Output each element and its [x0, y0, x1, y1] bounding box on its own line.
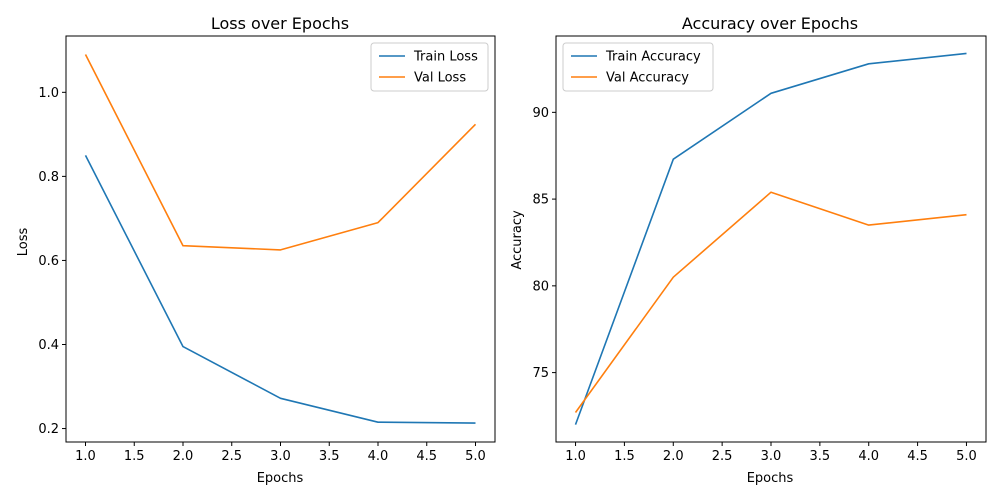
accuracy-ytick-label: 90: [532, 106, 549, 121]
loss-xtick-label: 3.5: [319, 449, 340, 464]
accuracy-chart-ylabel: Accuracy: [510, 210, 525, 270]
loss-xtick-label: 5.0: [465, 449, 486, 464]
loss-axes-frame: [65, 35, 496, 443]
loss-ytick-label: 0.6: [38, 254, 59, 269]
accuracy-chart-title: Accuracy over Epochs: [682, 14, 858, 33]
loss-chart-xlabel: Epochs: [257, 471, 304, 486]
loss-legend-box: [370, 42, 489, 92]
loss-legend-label-val-loss: Val Loss: [414, 71, 466, 86]
accuracy-xtick-label: 2.5: [712, 449, 733, 464]
loss-series-train-loss: [84, 155, 476, 424]
loss-legend: Train Loss Val Loss: [370, 42, 489, 92]
accuracy-xtick-label: 2.0: [663, 449, 684, 464]
accuracy-xtick-label: 4.0: [858, 449, 879, 464]
accuracy-ytick-label: 80: [532, 279, 549, 294]
accuracy-ytick-label: 85: [532, 193, 549, 208]
loss-xtick-label: 4.5: [416, 449, 437, 464]
accuracy-xtick-label: 1.5: [614, 449, 635, 464]
loss-xtick-label: 2.5: [221, 449, 242, 464]
accuracy-legend-box: [562, 42, 714, 92]
loss-ytick-label: 0.8: [38, 170, 59, 185]
loss-ytick-label: 0.4: [38, 338, 59, 353]
accuracy-xtick-label: 5.0: [956, 449, 977, 464]
accuracy-legend: Train Accuracy Val Accuracy: [562, 42, 714, 92]
accuracy-axes-frame: [555, 35, 987, 443]
accuracy-series-train-accuracy: [574, 52, 967, 425]
loss-xtick-label: 2.0: [173, 449, 194, 464]
accuracy-xtick-label: 4.5: [907, 449, 928, 464]
accuracy-xtick-label: 3.5: [810, 449, 831, 464]
accuracy-legend-label-train-accuracy: Train Accuracy: [605, 50, 701, 65]
loss-ytick-label: 0.2: [38, 422, 59, 437]
loss-ytick-label: 1.0: [38, 86, 59, 101]
loss-xtick-label: 4.0: [368, 449, 389, 464]
loss-xtick-label: 3.0: [270, 449, 291, 464]
loss-xtick-label: 1.5: [124, 449, 145, 464]
loss-chart-ylabel: Loss: [16, 228, 31, 257]
loss-legend-label-train-loss: Train Loss: [413, 50, 478, 65]
accuracy-xtick-label: 3.0: [761, 449, 782, 464]
accuracy-chart-xlabel: Epochs: [747, 471, 794, 486]
accuracy-series-val-accuracy: [574, 191, 967, 413]
loss-series-val-loss: [84, 54, 477, 251]
loss-chart-title: Loss over Epochs: [211, 14, 349, 33]
accuracy-xtick-label: 1.0: [565, 449, 586, 464]
loss-xtick-label: 1.0: [75, 449, 96, 464]
accuracy-ytick-label: 75: [532, 366, 549, 381]
accuracy-chart-panel: Accuracy over Epochs Epochs Accuracy 1.0…: [510, 14, 987, 486]
loss-chart-panel: Loss over Epochs Epochs Loss 1.0 1.5 2.0 2.…: [16, 14, 496, 486]
accuracy-legend-label-val-accuracy: Val Accuracy: [606, 71, 689, 86]
